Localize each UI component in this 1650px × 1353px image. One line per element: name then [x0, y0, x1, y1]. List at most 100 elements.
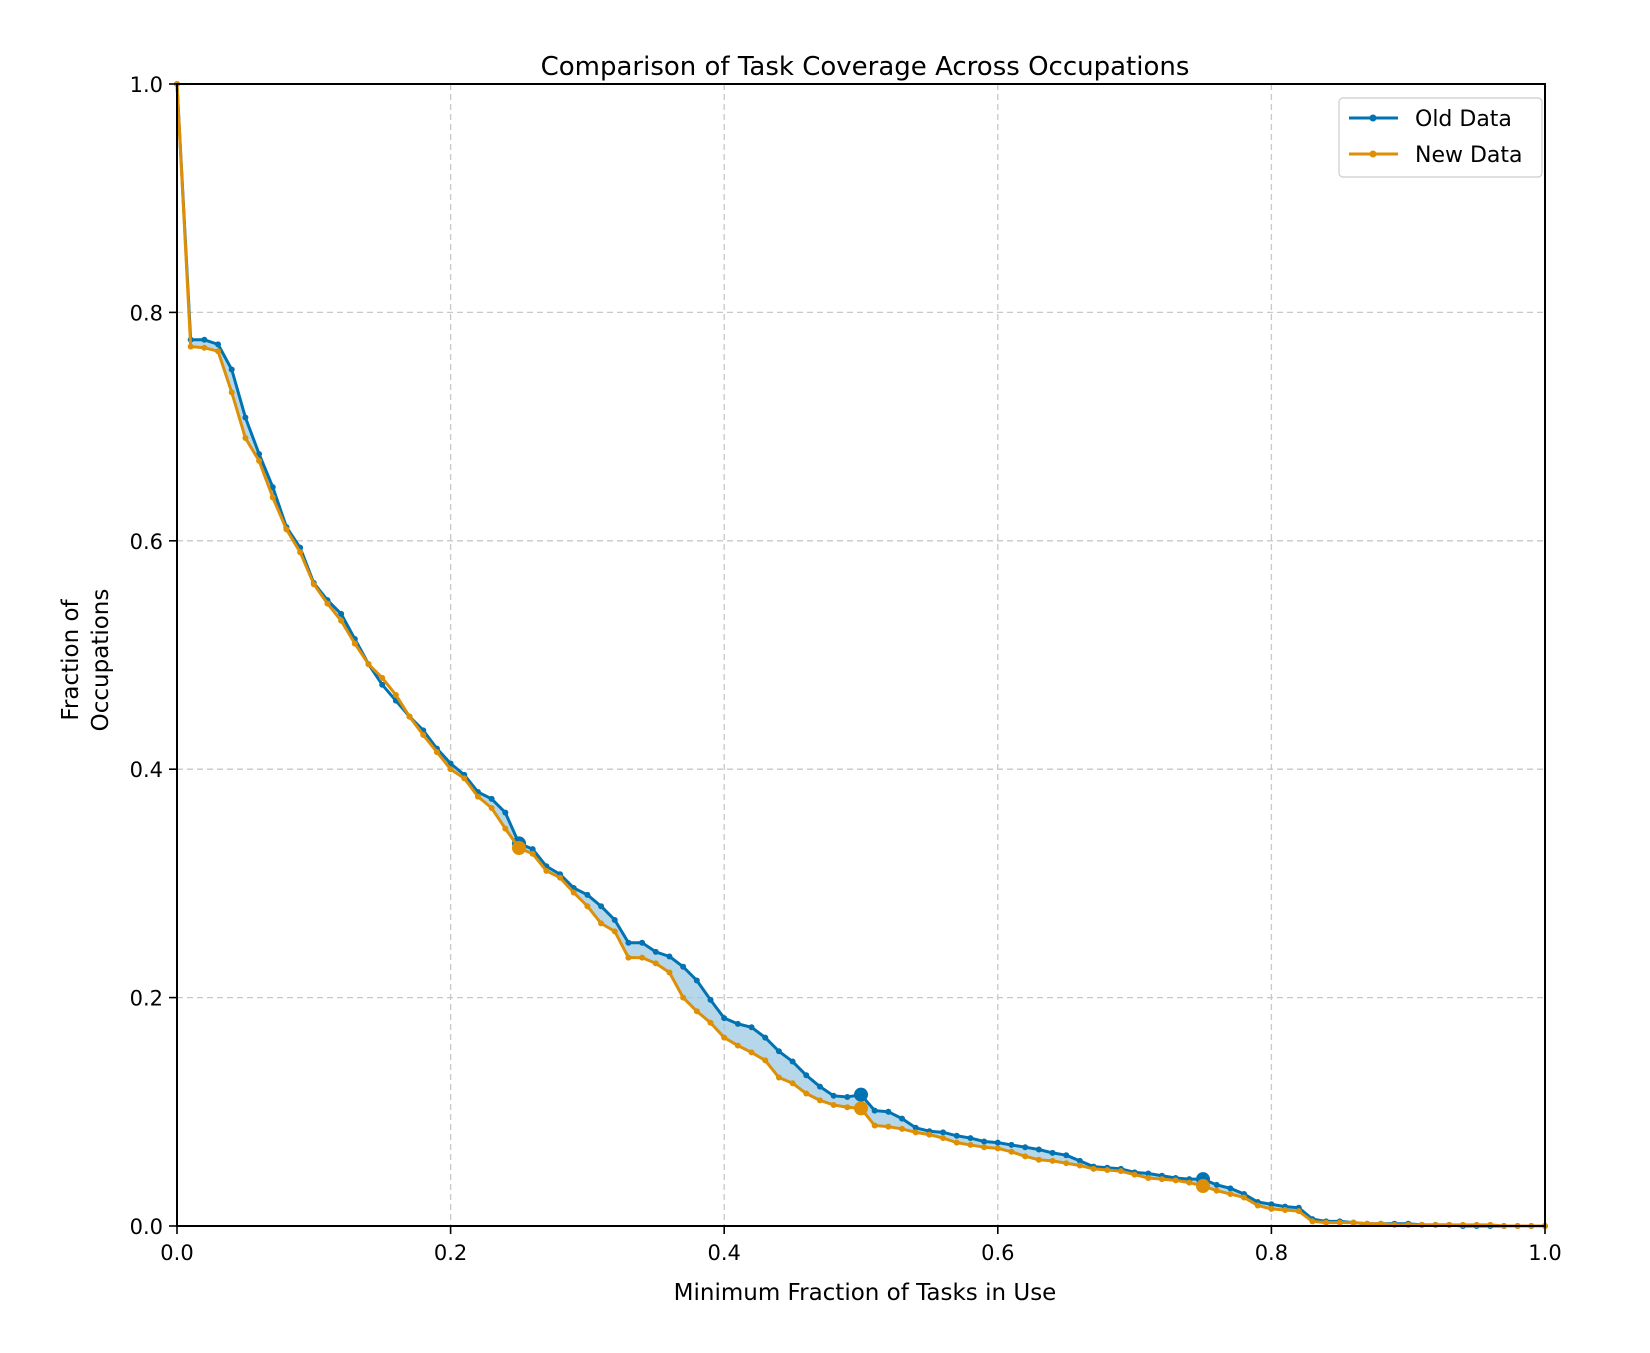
data-point — [201, 336, 208, 343]
y-axis-label: Fraction of Occupations — [58, 589, 114, 732]
series-new-data — [174, 81, 1548, 1229]
data-point — [940, 1129, 947, 1136]
data-point — [762, 1034, 769, 1041]
data-point — [1145, 1175, 1152, 1182]
data-point — [816, 1097, 823, 1104]
data-point — [1336, 1219, 1343, 1226]
data-point — [625, 939, 632, 946]
data-point — [707, 996, 714, 1003]
data-point — [899, 1115, 906, 1122]
data-point — [502, 825, 509, 832]
data-point — [734, 1042, 741, 1049]
data-point — [324, 600, 331, 607]
data-point — [803, 1090, 810, 1097]
data-point — [1323, 1219, 1330, 1226]
data-point — [338, 610, 345, 617]
data-point — [529, 846, 536, 853]
data-point — [1309, 1218, 1316, 1225]
fill-between-area — [177, 84, 1545, 1226]
x-axis-label: Minimum Fraction of Tasks in Use — [674, 1280, 1057, 1306]
data-point — [816, 1083, 823, 1090]
x-tick-label: 0.4 — [707, 1241, 740, 1265]
data-point — [338, 617, 345, 624]
data-point — [379, 674, 386, 681]
data-point — [1104, 1167, 1111, 1174]
data-point — [953, 1139, 960, 1146]
y-tick-label: 0.2 — [130, 987, 163, 1011]
y-tick-label: 0.8 — [130, 301, 163, 325]
data-point — [871, 1107, 878, 1114]
data-point — [789, 1080, 796, 1087]
data-point — [297, 549, 304, 556]
data-point — [1282, 1207, 1289, 1214]
data-point — [967, 1135, 974, 1142]
y-axis-label-line-1: Fraction of — [58, 598, 84, 720]
data-point — [775, 1074, 782, 1081]
data-point — [680, 994, 687, 1001]
data-point — [557, 874, 564, 881]
data-point — [269, 494, 276, 501]
data-point — [1227, 1191, 1234, 1198]
data-point — [1268, 1201, 1275, 1208]
data-point — [1158, 1176, 1165, 1183]
highlight-point — [512, 840, 526, 855]
data-point — [420, 731, 427, 738]
data-point — [406, 713, 413, 720]
data-point — [1241, 1194, 1248, 1201]
series-line — [175, 83, 1545, 1228]
data-point — [570, 889, 577, 896]
data-point — [1063, 1160, 1070, 1167]
data-point — [967, 1141, 974, 1148]
highlight-point — [854, 1101, 868, 1116]
legend-label-new: New Data — [1415, 143, 1523, 168]
data-point — [830, 1092, 837, 1099]
data-point — [762, 1057, 769, 1064]
data-point — [1254, 1202, 1261, 1209]
data-point — [611, 928, 618, 935]
data-point — [1049, 1157, 1056, 1164]
data-point — [1131, 1171, 1138, 1178]
data-point — [215, 348, 222, 355]
data-point — [1145, 1170, 1152, 1177]
data-point — [215, 341, 222, 348]
data-point — [1076, 1162, 1083, 1169]
data-point — [981, 1144, 988, 1151]
data-point — [598, 903, 605, 910]
data-point — [256, 457, 263, 464]
data-point — [488, 795, 495, 802]
data-point — [1076, 1157, 1083, 1164]
ticks: 0.0 0.2 0.4 0.6 0.8 1.0 0.0 0.2 0.4 0.6 0.8 1.0 — [130, 73, 1562, 1265]
data-point — [721, 1034, 728, 1041]
series-lines — [174, 81, 1548, 1229]
data-point — [187, 343, 194, 350]
data-point — [1063, 1152, 1070, 1159]
x-tick-label: 0.6 — [981, 1241, 1014, 1265]
legend: Old Data New Data — [1338, 97, 1543, 178]
data-point — [844, 1093, 851, 1100]
data-point — [1350, 1219, 1357, 1226]
data-point — [1008, 1148, 1015, 1155]
data-point — [912, 1129, 919, 1136]
data-point — [598, 920, 605, 927]
legend-marker-old — [1369, 114, 1377, 122]
data-point — [351, 640, 358, 647]
chart-title: Comparison of Task Coverage Across Occup… — [541, 52, 1190, 82]
data-point — [981, 1138, 988, 1145]
series-line — [175, 83, 1545, 1228]
data-point — [543, 867, 550, 874]
y-tick-label: 0.4 — [130, 758, 163, 782]
legend-label-old: Old Data — [1415, 107, 1512, 132]
data-point — [488, 805, 495, 812]
data-point — [707, 1019, 714, 1026]
data-point — [1022, 1153, 1029, 1160]
data-point — [1295, 1208, 1302, 1215]
data-point — [1117, 1168, 1124, 1175]
data-point — [844, 1104, 851, 1111]
highlight-point — [1196, 1179, 1210, 1194]
data-point — [789, 1058, 796, 1065]
data-point — [365, 661, 372, 668]
data-point — [899, 1125, 906, 1132]
data-point — [666, 953, 673, 960]
data-point — [748, 1049, 755, 1056]
data-point — [693, 977, 700, 984]
